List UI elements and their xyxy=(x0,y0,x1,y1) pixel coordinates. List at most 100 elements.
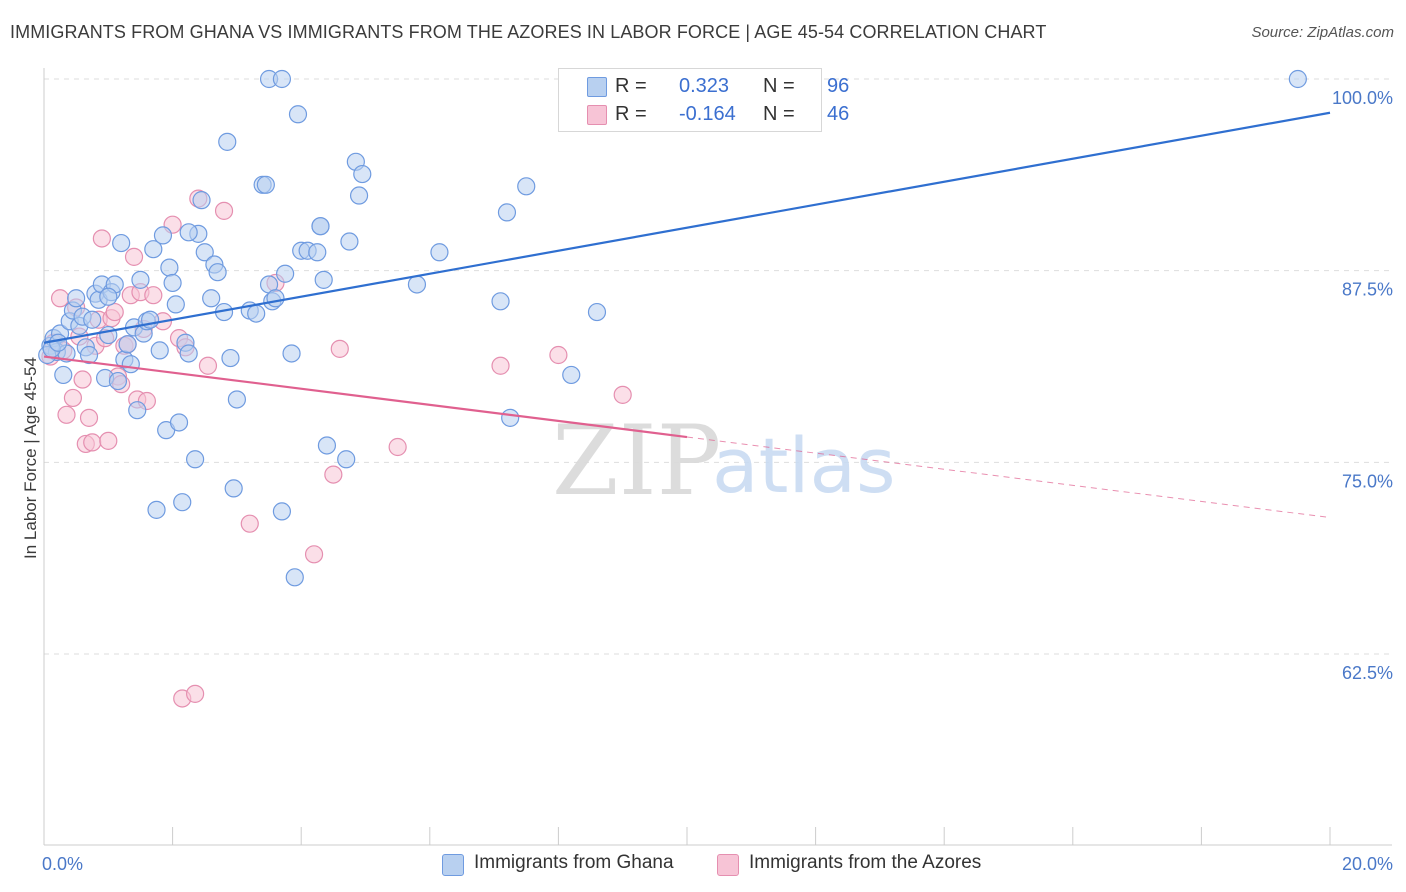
legend-swatch-azores xyxy=(587,105,607,125)
ghana-point xyxy=(112,233,131,253)
legend-n-value-ghana: 96 xyxy=(827,75,850,97)
ghana-point xyxy=(430,243,449,262)
legend-n-label: N = xyxy=(763,75,795,97)
legend-r-label: R = xyxy=(615,75,647,97)
azores-trend-line-extrapolated xyxy=(686,436,1331,519)
ghana-point xyxy=(83,310,102,329)
y-axis-label: In Labor Force | Age 45-54 xyxy=(21,357,40,559)
ghana-point xyxy=(221,348,240,368)
y-tick-label: 62.5% xyxy=(1342,663,1393,683)
azores-point xyxy=(491,356,510,375)
ghana-point xyxy=(54,365,73,385)
ghana-point xyxy=(186,450,205,469)
azores-point xyxy=(92,229,111,248)
x-tick-labels: 0.0% 20.0% xyxy=(42,854,1393,874)
y-tick-label: 75.0% xyxy=(1342,471,1393,491)
azores-point xyxy=(214,201,234,220)
azores-point xyxy=(304,545,324,564)
bottom-legend-label-azores: Immigrants from the Azores xyxy=(749,852,982,873)
ghana-point xyxy=(317,436,337,455)
legend-r-value-azores: -0.164 xyxy=(679,103,736,125)
azores-point xyxy=(549,345,568,365)
ghana-point xyxy=(153,226,173,245)
ghana-point xyxy=(173,493,192,512)
ghana-point xyxy=(1288,69,1307,89)
ghana-point xyxy=(118,335,137,354)
ghana-point xyxy=(195,243,214,262)
series-azores-points xyxy=(41,189,632,708)
legend-n-label: N = xyxy=(763,103,795,125)
ghana-point xyxy=(128,401,147,420)
bottom-legend-swatch-azores xyxy=(717,854,739,876)
ghana-point xyxy=(491,292,510,311)
bottom-legend-label-ghana: Immigrants from Ghana xyxy=(474,852,674,873)
azores-point xyxy=(388,437,407,457)
azores-point xyxy=(144,286,163,305)
ghana-point xyxy=(227,390,246,409)
watermark-zip: ZIP xyxy=(552,405,721,517)
ghana-point xyxy=(272,502,292,521)
ghana-point xyxy=(179,223,198,242)
ghana-point xyxy=(497,203,517,222)
y-tick-labels: 62.5% 75.0% 87.5% 100.0% xyxy=(1332,88,1393,683)
azores-trend-line xyxy=(43,355,688,439)
azores-point xyxy=(57,405,76,424)
ghana-point xyxy=(562,365,581,385)
ghana-point xyxy=(308,243,327,262)
ghana-point xyxy=(272,69,292,89)
ghana-point xyxy=(501,408,520,427)
azores-point xyxy=(124,247,144,266)
ghana-point xyxy=(276,264,295,283)
ghana-point xyxy=(311,217,330,236)
bottom-legend-swatch-ghana xyxy=(442,854,464,876)
azores-point xyxy=(73,370,92,389)
ghana-point xyxy=(314,270,333,289)
legend-r-value-ghana: 0.323 xyxy=(679,75,730,97)
y-tick-label: 100.0% xyxy=(1332,88,1393,108)
ghana-point xyxy=(224,479,243,498)
axes xyxy=(43,68,1392,846)
ghana-point xyxy=(587,302,607,322)
ghana-point xyxy=(79,345,99,365)
ghana-point xyxy=(131,270,150,289)
ghana-point xyxy=(282,344,301,363)
chart-title: IMMIGRANTS FROM GHANA VS IMMIGRANTS FROM… xyxy=(10,22,1047,42)
grid-lines xyxy=(44,78,1390,655)
ghana-point xyxy=(407,275,427,294)
ghana-point xyxy=(208,263,227,282)
ghana-point xyxy=(337,450,356,469)
ghana-point xyxy=(192,191,211,210)
azores-point xyxy=(79,408,99,427)
ghana-trend-line xyxy=(43,111,1331,344)
azores-point xyxy=(50,289,70,308)
ghana-point xyxy=(121,355,140,374)
trend-lines xyxy=(43,111,1331,519)
ghana-point xyxy=(218,132,237,151)
ghana-point xyxy=(353,164,372,184)
ghana-point xyxy=(256,175,275,194)
ghana-point xyxy=(144,240,163,259)
ghana-point xyxy=(202,289,221,308)
azores-point xyxy=(240,514,259,533)
ghana-point xyxy=(49,333,68,352)
azores-point xyxy=(63,388,83,408)
watermark-atlas: atlas xyxy=(712,421,896,510)
ghana-point xyxy=(340,232,359,251)
legend-n-value-azores: 46 xyxy=(827,103,850,125)
ghana-point xyxy=(108,371,128,391)
azores-point xyxy=(613,385,632,404)
azores-point xyxy=(324,465,343,484)
ghana-point xyxy=(67,289,86,308)
azores-point xyxy=(99,431,118,450)
source-label: Source: ZipAtlas.com xyxy=(1251,24,1394,41)
ghana-point xyxy=(285,568,304,587)
legend-r-label: R = xyxy=(615,103,647,125)
x-tick-label: 0.0% xyxy=(42,854,83,874)
ghana-point xyxy=(99,287,118,306)
azores-point xyxy=(83,433,102,452)
ghana-point xyxy=(517,177,536,196)
ghana-point xyxy=(266,289,285,308)
x-tick-label: 20.0% xyxy=(1342,854,1393,874)
ghana-point xyxy=(163,273,182,293)
